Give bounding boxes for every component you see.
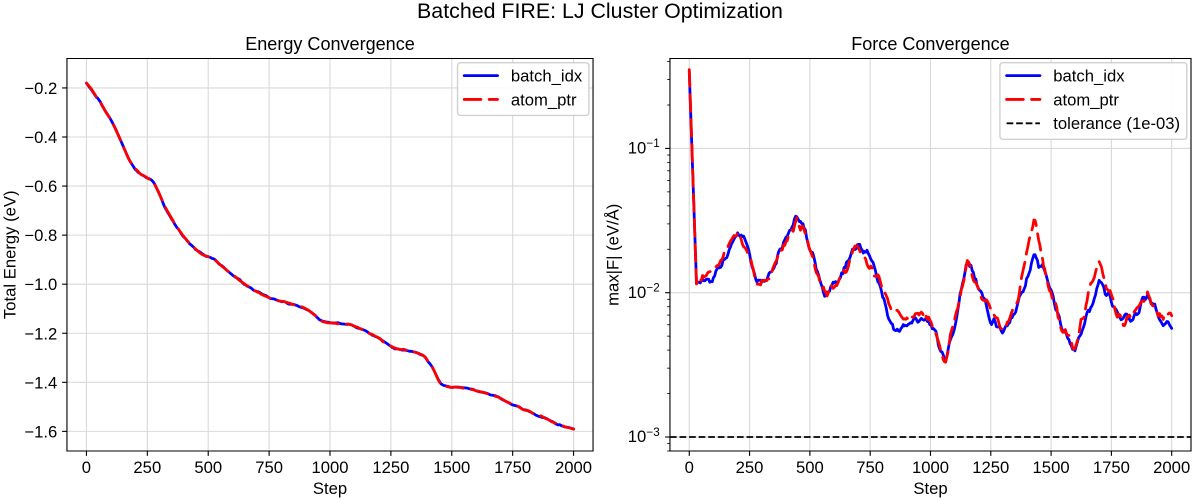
svg-text:750: 750 [856,458,884,477]
svg-text:0: 0 [82,458,91,477]
svg-text:−1.6: −1.6 [24,422,57,441]
svg-text:atom_ptr: atom_ptr [511,90,577,109]
svg-text:1500: 1500 [1033,458,1070,477]
svg-text:1250: 1250 [972,458,1009,477]
svg-text:250: 250 [133,458,161,477]
svg-text:−1.4: −1.4 [24,373,57,392]
svg-text:1750: 1750 [1093,458,1130,477]
svg-text:max|F| (eV/Å): max|F| (eV/Å) [604,204,623,306]
svg-text:−1.2: −1.2 [24,324,57,343]
svg-text:−1.0: −1.0 [24,275,57,294]
svg-text:atom_ptr: atom_ptr [1053,90,1119,109]
svg-text:−0.2: −0.2 [24,79,57,98]
svg-text:750: 750 [255,458,283,477]
svg-text:0: 0 [685,458,694,477]
svg-text:2000: 2000 [1153,458,1190,477]
svg-text:1000: 1000 [912,458,949,477]
svg-text:Step: Step [913,479,947,498]
svg-text:−0.8: −0.8 [24,226,57,245]
svg-text:Batched FIRE: LJ Cluster Optim: Batched FIRE: LJ Cluster Optimization [417,0,783,23]
svg-text:batch_idx: batch_idx [511,66,583,85]
svg-text:2000: 2000 [555,458,592,477]
svg-text:Force Convergence: Force Convergence [851,34,1010,54]
svg-text:−0.6: −0.6 [24,177,57,196]
svg-text:Total Energy (eV): Total Energy (eV) [0,190,19,319]
svg-text:tolerance (1e-03): tolerance (1e-03) [1053,114,1180,133]
svg-text:Energy Convergence: Energy Convergence [245,34,415,54]
svg-text:−0.4: −0.4 [24,128,57,147]
svg-text:1250: 1250 [372,458,409,477]
svg-text:1000: 1000 [311,458,348,477]
svg-text:1750: 1750 [494,458,531,477]
svg-text:250: 250 [736,458,764,477]
svg-text:1500: 1500 [433,458,470,477]
svg-text:batch_idx: batch_idx [1053,66,1125,85]
svg-text:500: 500 [796,458,824,477]
svg-text:Step: Step [313,479,347,498]
svg-text:500: 500 [194,458,222,477]
